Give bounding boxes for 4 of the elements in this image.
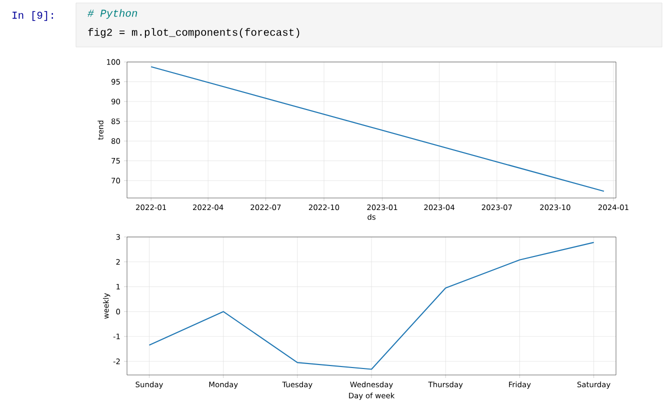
caption: fig2 = m.plot_components(forecast) xyxy=(88,28,300,38)
text: # Python xyxy=(88,9,138,19)
line-series xyxy=(148,242,594,370)
text: In [9]: xyxy=(12,11,53,21)
